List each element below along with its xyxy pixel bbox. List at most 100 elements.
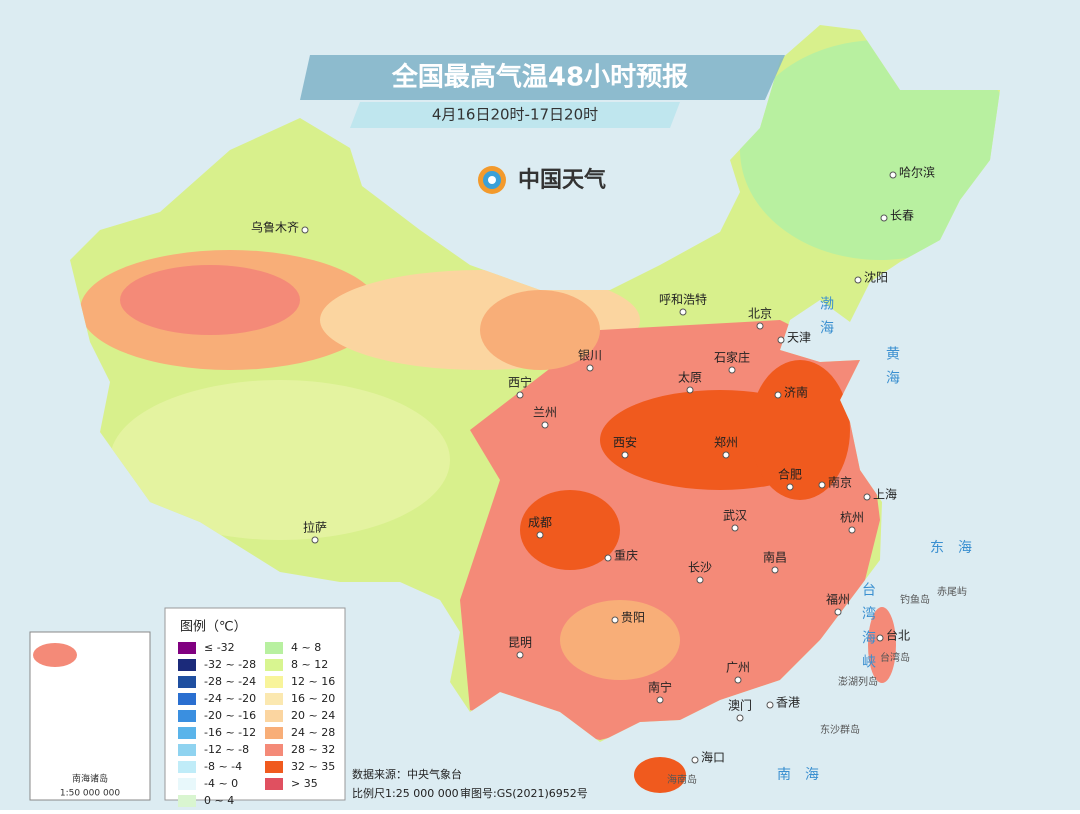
city-dot xyxy=(611,616,619,624)
city-label: 北京 xyxy=(748,307,772,321)
city-dot xyxy=(771,566,779,574)
city-dot xyxy=(586,364,594,372)
city-label: 海口 xyxy=(701,750,725,765)
legend-label: -20 ~ -16 xyxy=(204,709,256,722)
city-dot xyxy=(756,322,764,330)
city-dot xyxy=(736,714,744,722)
city-dot xyxy=(536,531,544,539)
city-label: 呼和浩特 xyxy=(659,292,707,307)
city-dot xyxy=(863,493,871,501)
inset-title: 南海诸岛 xyxy=(72,773,108,785)
legend-label: 16 ~ 20 xyxy=(291,692,335,705)
city-dot xyxy=(786,483,794,491)
city-dot xyxy=(777,336,785,344)
city-label: 贵阳 xyxy=(621,611,645,625)
legend-label: 12 ~ 16 xyxy=(291,675,335,688)
city-label: 昆明 xyxy=(508,636,532,650)
city-label: 拉萨 xyxy=(303,520,327,535)
title: 全国最高气温48小时预报 xyxy=(391,62,688,93)
city-label: 沈阳 xyxy=(864,270,888,285)
legend-swatch xyxy=(178,761,196,773)
legend-label: 8 ~ 12 xyxy=(291,658,328,671)
legend-swatch xyxy=(265,778,283,790)
city-label: 南宁 xyxy=(648,680,672,695)
city-label: 西安 xyxy=(613,435,637,450)
city-label: 上海 xyxy=(873,487,897,502)
legend-swatch xyxy=(265,710,283,722)
legend-swatch xyxy=(178,778,196,790)
city-dot xyxy=(876,634,884,642)
city-label: 济南 xyxy=(784,385,808,400)
city-label: 广州 xyxy=(726,661,750,675)
city-label: 南昌 xyxy=(763,550,787,565)
legend-label: -12 ~ -8 xyxy=(204,743,249,756)
legend-swatch xyxy=(265,761,283,773)
subtitle-banner xyxy=(350,102,680,128)
legend-swatch xyxy=(265,727,283,739)
city-label: 杭州 xyxy=(840,510,864,525)
city-dot xyxy=(818,481,826,489)
city-label: 香港 xyxy=(776,696,800,710)
city-dot xyxy=(516,391,524,399)
inset-scale: 1:50 000 000 xyxy=(60,789,121,799)
city-label: 台北 xyxy=(886,628,910,643)
city-label: 乌鲁木齐 xyxy=(251,220,299,235)
city-label: 郑州 xyxy=(714,435,738,450)
legend-swatch xyxy=(178,642,196,654)
island-label: 东沙群岛 xyxy=(820,723,860,736)
city-label: 澳门 xyxy=(728,698,752,713)
sea-label: 东海 xyxy=(930,540,986,556)
legend-swatch xyxy=(265,693,283,705)
city-dot xyxy=(691,756,699,764)
legend-label: 28 ~ 32 xyxy=(291,743,335,756)
legend-label: -8 ~ -4 xyxy=(204,760,242,773)
sea-label: 黄海 xyxy=(884,345,900,394)
legend-swatch xyxy=(265,659,283,671)
city-dot xyxy=(854,276,862,284)
city-label: 银川 xyxy=(578,349,602,363)
legend-label: ≤ -32 xyxy=(204,641,235,654)
source: 数据来源：中央气象台 xyxy=(352,767,462,781)
legend-label: > 35 xyxy=(291,777,318,790)
legend-swatch xyxy=(178,795,196,807)
legend-label: -28 ~ -24 xyxy=(204,675,256,688)
city-label: 武汉 xyxy=(723,509,747,523)
legend-label: -24 ~ -20 xyxy=(204,692,256,705)
scale: 比例尺1:25 000 000 xyxy=(352,786,459,800)
city-label: 成都 xyxy=(528,516,552,530)
city-dot xyxy=(848,526,856,534)
legend-swatch xyxy=(178,693,196,705)
city-label: 天津 xyxy=(787,331,811,345)
legend-swatch xyxy=(178,676,196,688)
inset-land xyxy=(33,643,77,667)
city-dot xyxy=(734,676,742,684)
city-label: 哈尔滨 xyxy=(899,165,935,180)
taiwan xyxy=(868,607,896,683)
city-label: 合肥 xyxy=(778,467,802,482)
city-dot xyxy=(889,171,897,179)
city-dot xyxy=(774,391,782,399)
island-label: 澎湖列岛 xyxy=(838,675,878,688)
island-label: 海南岛 xyxy=(667,773,697,786)
legend-swatch xyxy=(265,676,283,688)
city-label: 兰州 xyxy=(533,406,557,420)
city-dot xyxy=(731,524,739,532)
city-dot xyxy=(686,386,694,394)
city-dot xyxy=(656,696,664,704)
city-dot xyxy=(728,366,736,374)
city-label: 太原 xyxy=(678,370,702,385)
city-dot xyxy=(541,421,549,429)
city-dot xyxy=(311,536,319,544)
legend-label: 24 ~ 28 xyxy=(291,726,335,739)
hainan xyxy=(634,757,686,793)
city-label: 南京 xyxy=(828,475,852,490)
legend-swatch xyxy=(178,727,196,739)
legend-label: -4 ~ 0 xyxy=(204,777,238,790)
title-banner xyxy=(300,55,785,100)
city-label: 长沙 xyxy=(688,561,712,575)
legend-title: 图例（℃） xyxy=(180,620,247,635)
legend-swatch xyxy=(178,659,196,671)
legend-label: 20 ~ 24 xyxy=(291,709,335,722)
